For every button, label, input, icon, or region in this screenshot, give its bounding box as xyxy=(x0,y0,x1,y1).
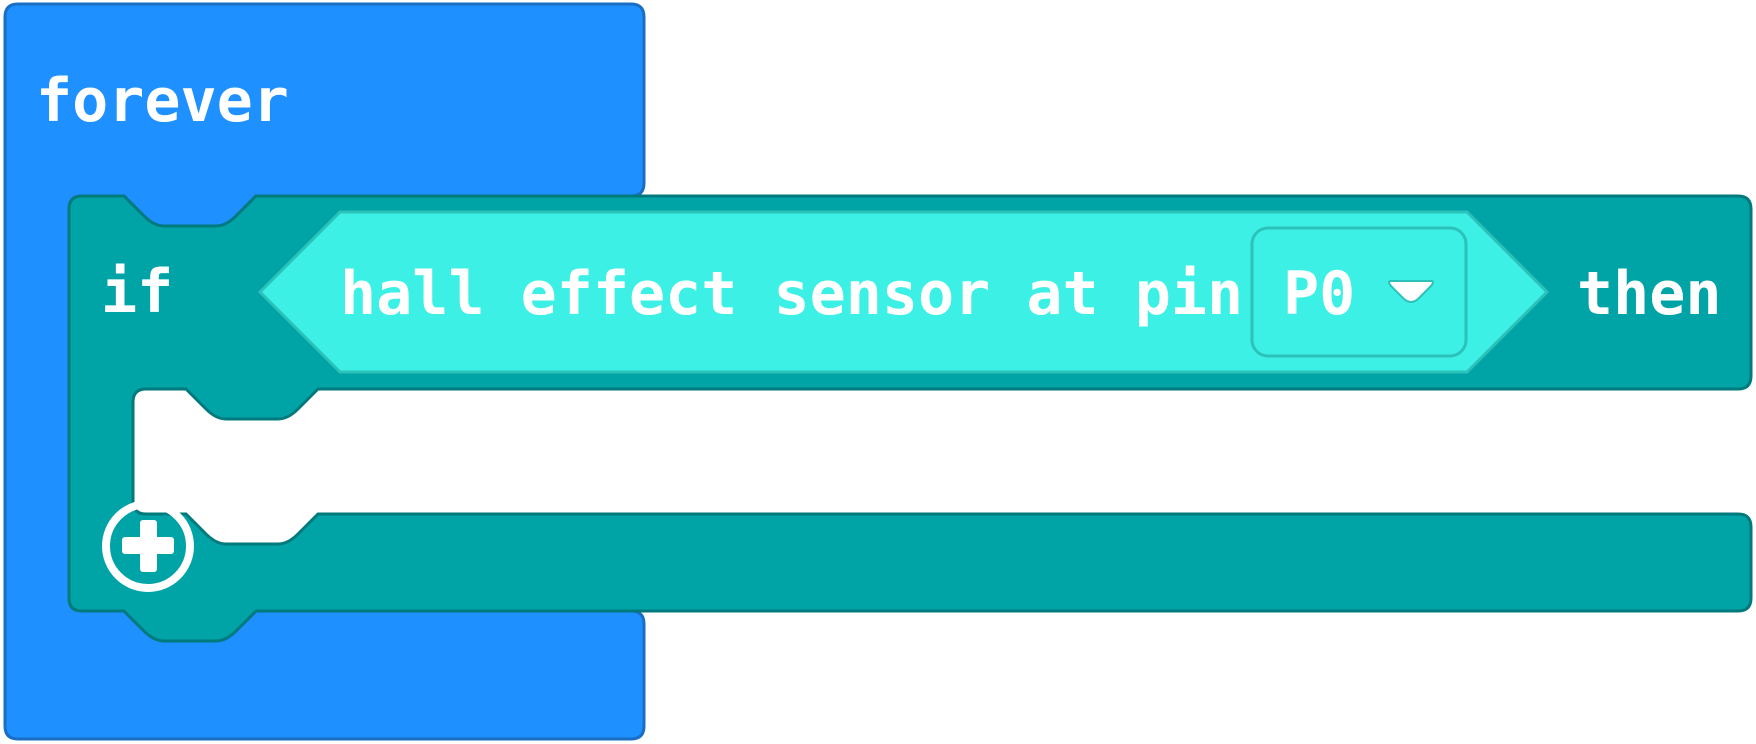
pin-dropdown-value: P0 xyxy=(1283,259,1355,329)
if-label: if xyxy=(101,257,173,327)
pin-dropdown[interactable]: P0 xyxy=(1250,226,1468,358)
then-label: then xyxy=(1577,259,1722,329)
hall-effect-sensor-label: hall effect sensor at pin xyxy=(340,259,1243,329)
add-else-button[interactable] xyxy=(102,500,194,592)
forever-label: forever xyxy=(36,66,289,136)
plus-circle-icon xyxy=(102,500,194,592)
chevron-down-icon xyxy=(1388,280,1434,303)
hall-effect-sensor-block[interactable] xyxy=(257,210,1550,374)
